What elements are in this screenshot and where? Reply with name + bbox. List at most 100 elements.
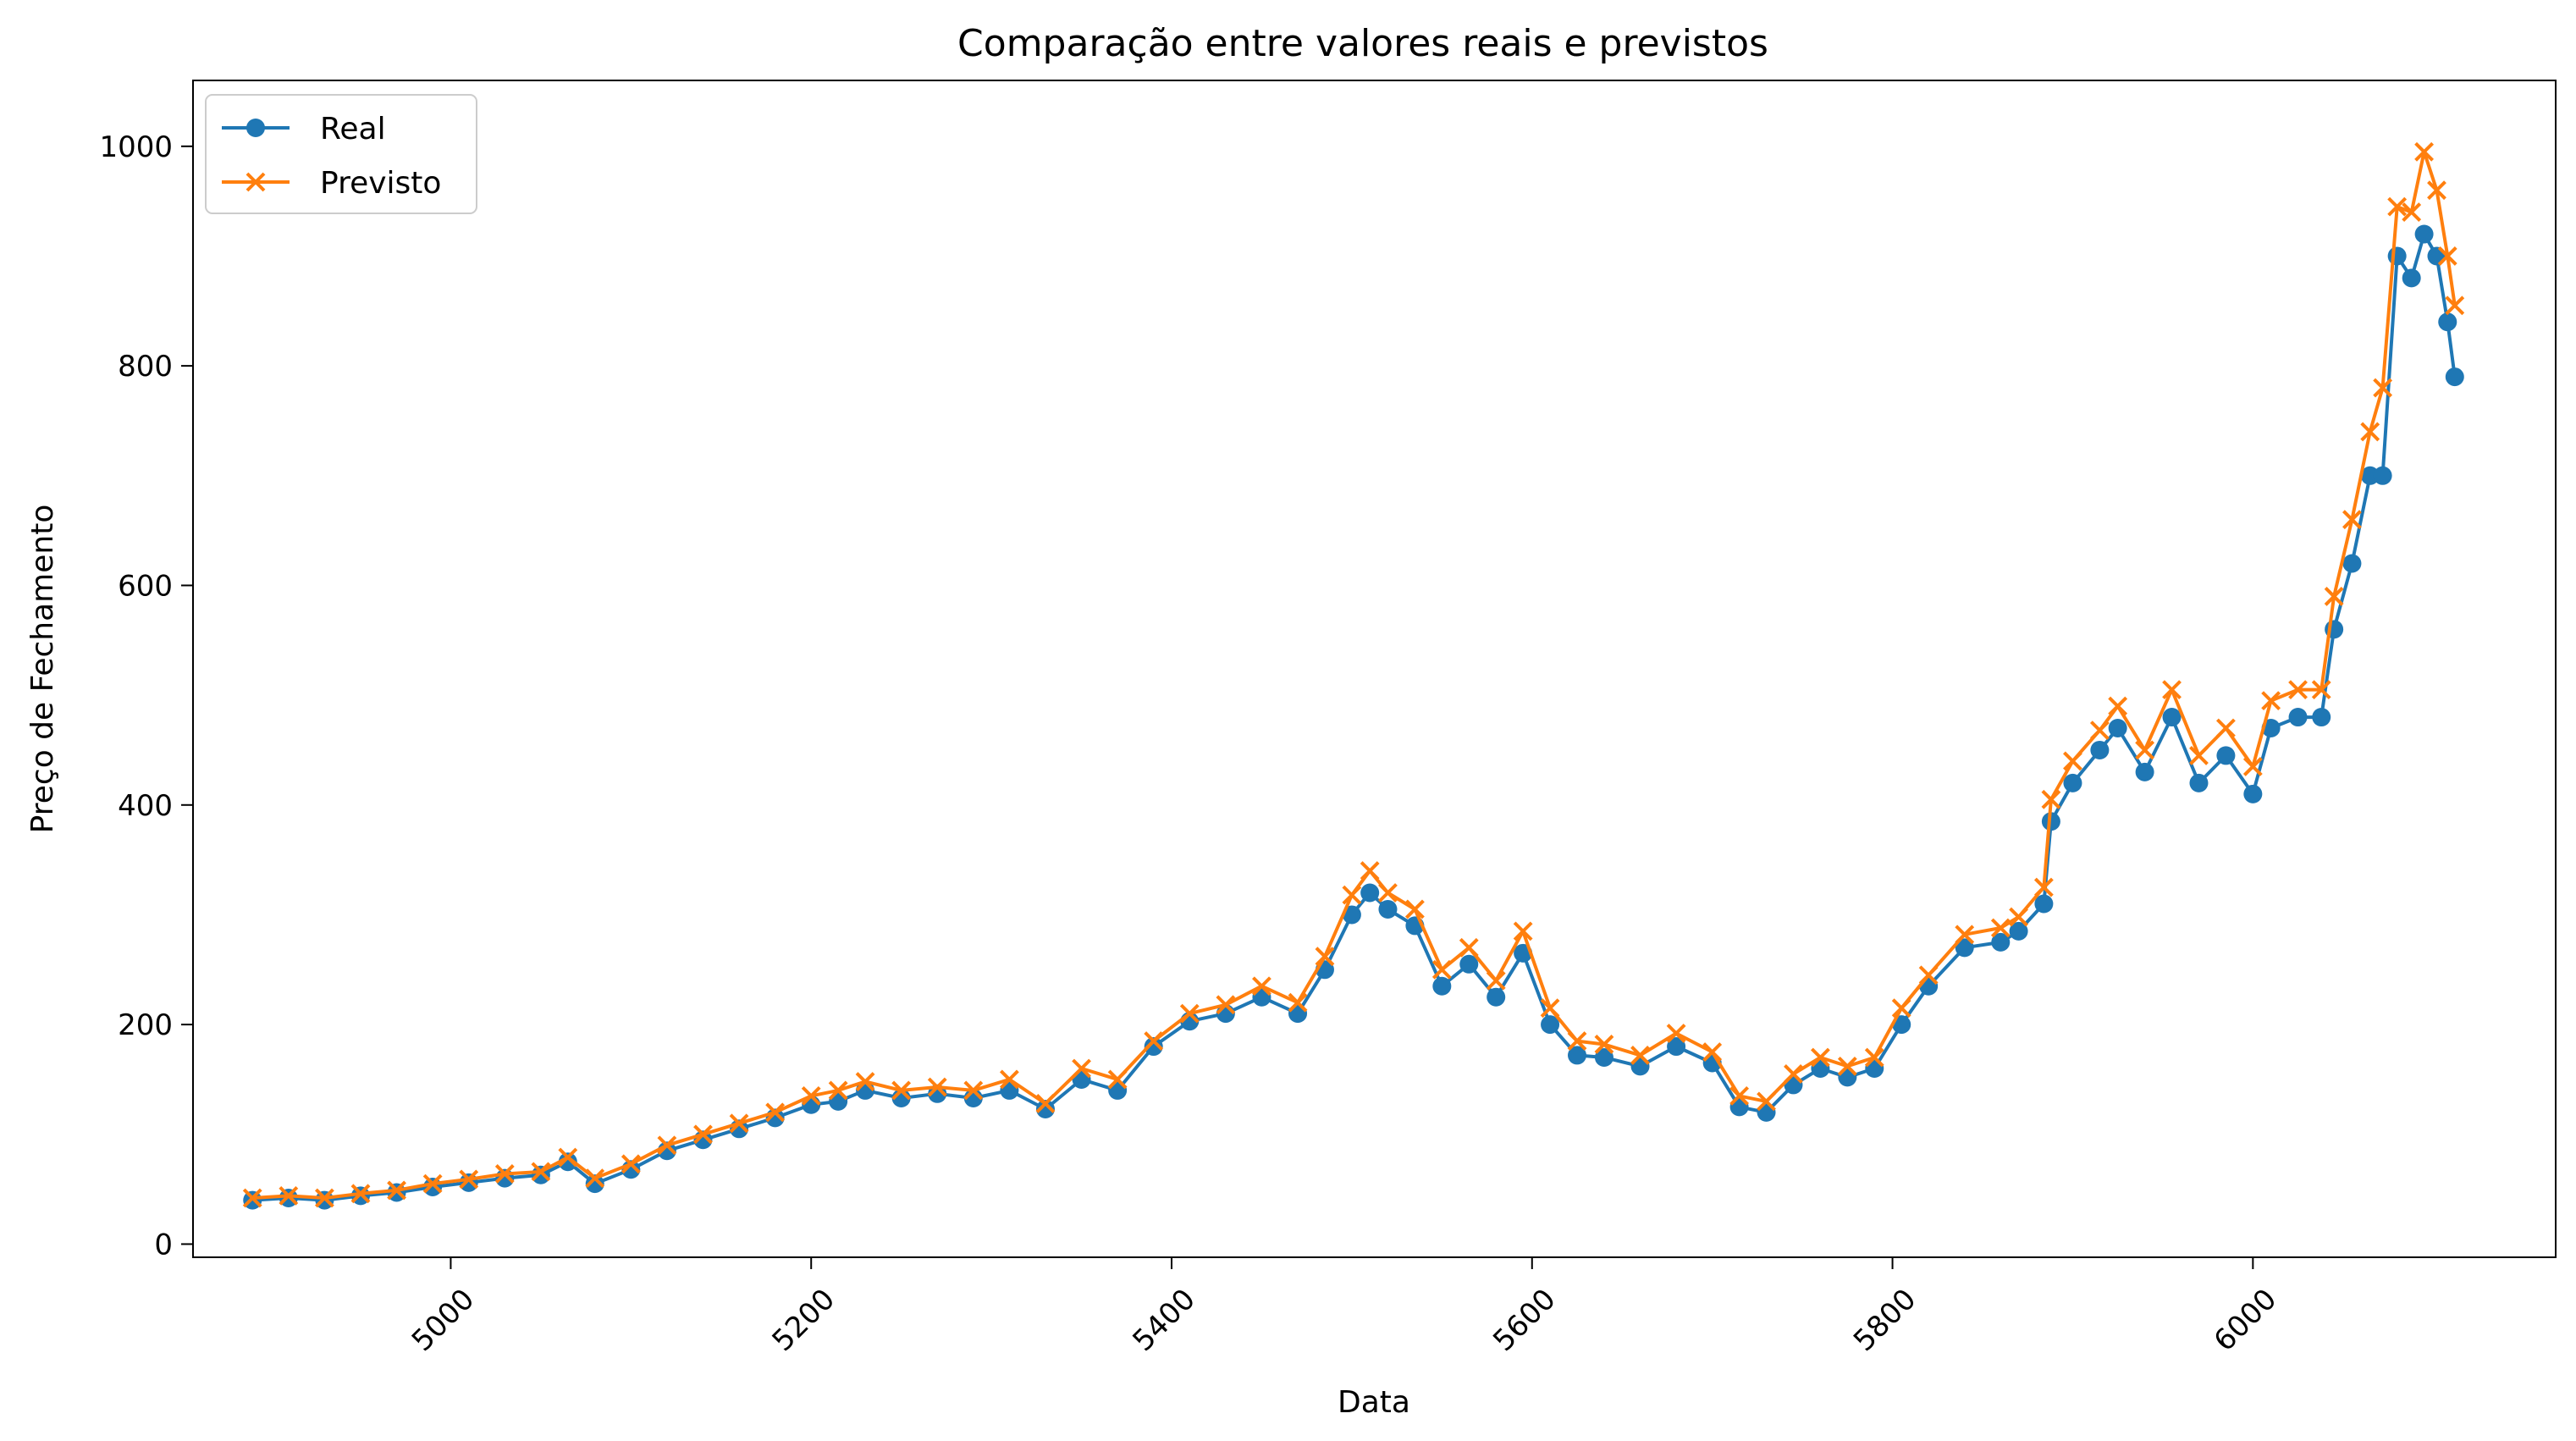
point-previsto <box>2324 587 2344 606</box>
legend-marker-x <box>245 172 266 192</box>
point-previsto <box>1107 1069 1128 1090</box>
point-real <box>2438 312 2457 332</box>
point-previsto <box>1431 959 1452 980</box>
point-previsto <box>1594 1035 1614 1054</box>
point-real <box>2387 246 2407 266</box>
point-real <box>2009 921 2028 941</box>
point-real <box>2445 367 2464 387</box>
y-tick-label: 0 <box>154 1228 173 1262</box>
point-previsto <box>765 1102 786 1123</box>
point-previsto <box>2108 696 2128 716</box>
point-real <box>1360 883 1380 903</box>
point-previsto <box>2162 680 2182 700</box>
point-real <box>2216 746 2236 765</box>
point-real <box>1432 976 1452 996</box>
point-real <box>1459 954 1479 974</box>
legend: Real Previsto <box>205 94 477 214</box>
point-previsto <box>1216 995 1236 1015</box>
point-previsto <box>2288 680 2308 700</box>
point-previsto <box>2215 718 2236 738</box>
point-previsto <box>1918 965 1939 986</box>
point-previsto <box>927 1077 947 1097</box>
point-real <box>1487 987 1506 1007</box>
point-real <box>1144 1037 1163 1057</box>
point-previsto <box>387 1180 406 1201</box>
plot-area <box>242 141 2465 1210</box>
point-previsto <box>279 1185 299 1206</box>
point-previsto <box>1540 998 1560 1019</box>
point-previsto <box>2041 789 2061 809</box>
point-previsto <box>2427 180 2446 201</box>
point-previsto <box>2009 907 2028 927</box>
point-previsto <box>2242 756 2263 776</box>
y-axis-label: Preço de Fechamento <box>25 505 60 834</box>
point-previsto <box>1567 1031 1587 1051</box>
x-axis-label: Data <box>1338 1385 1410 1420</box>
point-previsto <box>2189 746 2209 765</box>
series-real <box>243 224 2464 1210</box>
point-previsto <box>693 1124 713 1145</box>
point-real <box>2135 762 2154 781</box>
point-previsto <box>2342 510 2362 530</box>
point-real <box>2342 554 2362 573</box>
point-previsto <box>1864 1047 1884 1068</box>
point-previsto <box>1404 899 1425 919</box>
point-previsto <box>314 1188 334 1208</box>
point-previsto <box>1486 970 1506 991</box>
point-previsto <box>494 1164 515 1184</box>
point-previsto <box>2414 141 2435 162</box>
point-previsto <box>1513 921 1533 941</box>
y-tick-label: 800 <box>118 350 173 384</box>
point-real <box>2373 466 2392 485</box>
point-previsto <box>2445 295 2465 316</box>
point-previsto <box>729 1113 749 1134</box>
point-previsto <box>891 1080 912 1101</box>
point-previsto <box>531 1162 551 1182</box>
point-real <box>2243 784 2263 803</box>
y-tick-label: 600 <box>118 569 173 603</box>
point-real <box>2063 773 2082 792</box>
point-previsto <box>1288 992 1308 1013</box>
legend-label: Previsto <box>320 166 441 201</box>
point-previsto <box>2063 751 2082 771</box>
point-real <box>1594 1048 1613 1068</box>
point-previsto <box>1630 1046 1650 1065</box>
y-tick-label: 400 <box>118 789 173 823</box>
point-real <box>2402 268 2421 288</box>
point-real <box>1568 1046 1587 1065</box>
point-real <box>558 1152 577 1172</box>
point-previsto <box>1459 937 1479 958</box>
point-previsto <box>1729 1085 1750 1106</box>
point-previsto <box>1837 1056 1857 1076</box>
legend-marker-circle <box>246 119 265 137</box>
point-previsto <box>2033 877 2054 897</box>
point-previsto <box>2387 196 2408 217</box>
point-previsto <box>585 1168 605 1189</box>
series-previsto <box>242 141 2465 1208</box>
point-previsto <box>1757 1091 1776 1112</box>
point-previsto <box>657 1135 677 1156</box>
legend-item-previsto: Previsto <box>222 166 441 201</box>
point-real <box>2162 708 2182 727</box>
point-previsto <box>1315 947 1335 967</box>
point-previsto <box>1666 1024 1686 1043</box>
point-previsto <box>1990 918 2011 938</box>
point-previsto <box>1702 1042 1723 1062</box>
y-axis: 0 200 400 600 800 1000 <box>99 130 193 1262</box>
point-real <box>1342 905 1361 925</box>
point-previsto <box>422 1173 443 1194</box>
point-previsto <box>828 1080 848 1101</box>
point-previsto <box>1810 1047 1830 1068</box>
point-previsto <box>1955 925 1975 945</box>
point-previsto <box>1784 1064 1803 1084</box>
point-previsto <box>2373 378 2393 398</box>
point-previsto <box>2261 691 2281 711</box>
chart-title: Comparação entre valores reais e previst… <box>957 22 1768 65</box>
y-tick-label: 1000 <box>99 130 173 164</box>
point-real <box>2189 773 2209 792</box>
point-previsto <box>1035 1094 1056 1113</box>
point-previsto <box>855 1072 875 1091</box>
point-previsto <box>2437 246 2457 266</box>
